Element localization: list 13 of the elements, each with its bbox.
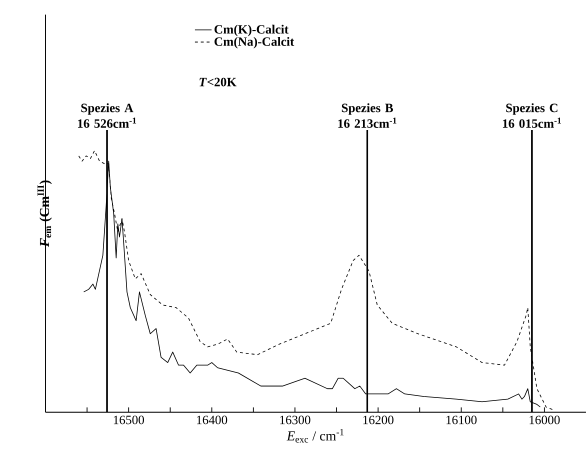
ref-line-label: Spezies A 16 526cm$^{-1}$: [78, 103, 136, 128]
x-tick-label: 16300: [280, 416, 310, 424]
legend-label: Cm(Na)-Calcit: [214, 36, 294, 48]
x-tick-label: 16400: [197, 416, 228, 424]
x-tick-label: 16000: [530, 416, 560, 424]
ref-line-label: Spezies B 16 213cm$^{-1}$: [338, 103, 396, 128]
text: T<20K: [200, 78, 236, 86]
legend-label: Cm(K)-Calcit: [214, 24, 289, 36]
x-tick-label: 16500: [114, 416, 144, 424]
ref-line-label: Spezies C 16 015cm$^{-1}$: [502, 103, 561, 128]
x-tick-label: 16100: [446, 416, 477, 424]
x-tick-label: 16200: [363, 416, 394, 424]
x-axis-title: E$_{exc}$ / cm$^{-1}$: [286, 428, 344, 442]
